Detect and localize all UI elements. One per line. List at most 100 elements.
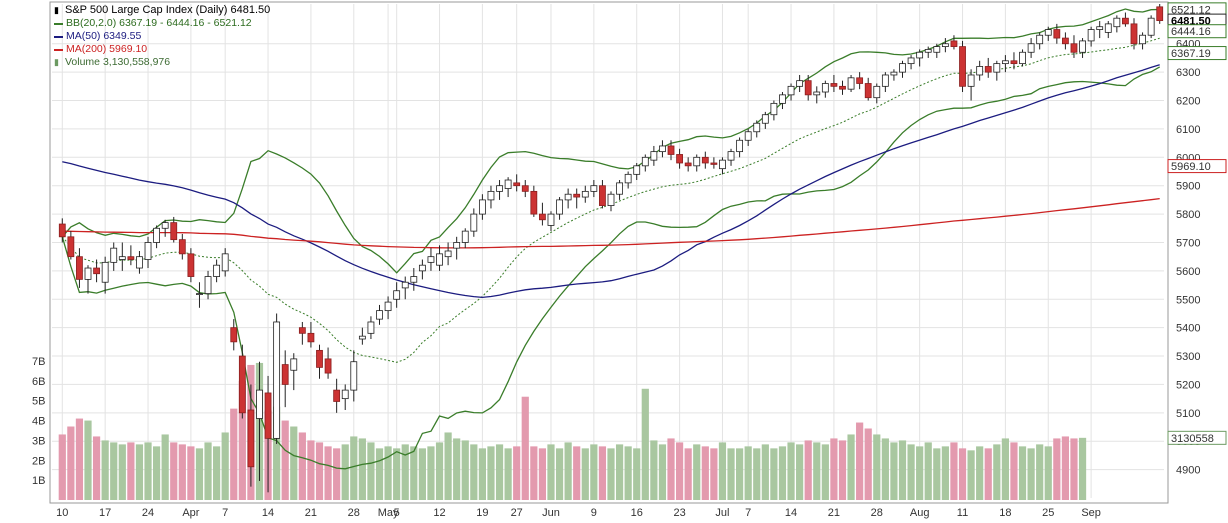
candle-body bbox=[461, 230, 469, 243]
candle bbox=[418, 259, 426, 280]
volume-bar bbox=[898, 440, 907, 500]
candle-body bbox=[290, 358, 298, 371]
volume-bar bbox=[470, 444, 478, 500]
candle-body bbox=[324, 358, 332, 374]
candle-body bbox=[1036, 34, 1044, 45]
candle-body bbox=[959, 46, 966, 87]
volume-bar bbox=[213, 446, 221, 500]
candle-body bbox=[907, 57, 915, 65]
candle bbox=[821, 80, 829, 98]
price-tick-label: 6200 bbox=[1176, 96, 1200, 108]
candle-body bbox=[376, 310, 383, 320]
candle bbox=[539, 202, 546, 226]
candle-body bbox=[564, 193, 572, 201]
candle-body bbox=[530, 190, 538, 215]
candle bbox=[461, 228, 469, 249]
volume-bar bbox=[427, 446, 435, 500]
candle-body bbox=[496, 185, 503, 192]
candle bbox=[453, 236, 461, 260]
volume-bar bbox=[564, 442, 572, 500]
volume-bar bbox=[393, 448, 401, 500]
candle-body bbox=[787, 85, 795, 96]
candle bbox=[839, 80, 846, 95]
candle-body bbox=[924, 49, 932, 53]
volume-bar bbox=[324, 446, 332, 500]
candle bbox=[1070, 35, 1078, 58]
volume-bar bbox=[367, 442, 375, 500]
legend-ma50-row: MA(50) 6349.55 bbox=[54, 30, 270, 43]
candle-body bbox=[204, 276, 212, 294]
candle-body bbox=[607, 193, 615, 206]
candle bbox=[290, 353, 298, 391]
volume-bar bbox=[290, 426, 298, 500]
candle-body bbox=[478, 199, 486, 215]
volume-bar bbox=[675, 442, 684, 500]
volume-axis: 1B 2B 3B 4B 5B 6B 7B bbox=[32, 356, 45, 487]
volume-tick-label: 3B bbox=[32, 435, 45, 447]
candle-body bbox=[196, 293, 203, 295]
candle-body bbox=[693, 156, 701, 167]
candle-body bbox=[1070, 43, 1078, 53]
candle bbox=[761, 111, 769, 129]
candle bbox=[770, 100, 778, 121]
candle-body bbox=[633, 165, 641, 175]
price-badge bbox=[1167, 159, 1227, 174]
candle bbox=[856, 72, 864, 90]
ma200-swatch bbox=[54, 48, 63, 51]
candle bbox=[281, 350, 289, 408]
candle bbox=[384, 296, 392, 320]
volume-bar bbox=[718, 442, 727, 500]
volume-bar bbox=[573, 446, 581, 500]
candle-body bbox=[153, 227, 160, 243]
candle-body bbox=[881, 74, 889, 87]
candle-body bbox=[221, 253, 229, 272]
candle bbox=[1087, 26, 1095, 47]
candle-body bbox=[307, 332, 315, 343]
candle-body bbox=[247, 409, 255, 468]
candle-icon: ▮ bbox=[54, 5, 59, 15]
volume-bar bbox=[195, 448, 204, 500]
volume-bar bbox=[1078, 437, 1087, 500]
candle bbox=[350, 350, 358, 402]
legend-ma200: MA(200) 5969.10 bbox=[66, 43, 148, 55]
candle bbox=[93, 259, 100, 283]
candle-body bbox=[187, 253, 195, 277]
price-tick-label: 5600 bbox=[1176, 266, 1200, 278]
candle bbox=[916, 49, 924, 67]
candle bbox=[487, 185, 495, 209]
volume-bar bbox=[967, 450, 975, 500]
volume-bar bbox=[813, 442, 821, 500]
date-tick-label: 5 bbox=[394, 507, 400, 519]
candle bbox=[616, 180, 623, 200]
candle-body bbox=[976, 66, 984, 76]
candle bbox=[701, 151, 709, 169]
volume-bar bbox=[161, 434, 169, 500]
candle-body bbox=[110, 247, 118, 263]
candle bbox=[1001, 55, 1009, 73]
date-tick-label: 21 bbox=[305, 507, 317, 519]
candle-body bbox=[230, 327, 238, 343]
candle bbox=[144, 236, 152, 269]
candle-body bbox=[864, 83, 872, 99]
price-tick-label: 5700 bbox=[1176, 237, 1200, 249]
candle bbox=[170, 216, 178, 243]
candle-body bbox=[178, 239, 186, 255]
candle-body bbox=[984, 66, 992, 73]
candle-body bbox=[256, 389, 263, 419]
volume-bar bbox=[736, 448, 744, 500]
candle-body bbox=[641, 156, 649, 167]
volume-bar bbox=[744, 446, 752, 500]
ma50-line bbox=[62, 64, 1160, 299]
candle bbox=[307, 321, 315, 348]
ma50-swatch bbox=[54, 35, 63, 38]
volume-icon: ▮ bbox=[54, 57, 59, 67]
volume-bar bbox=[170, 442, 178, 500]
candle bbox=[161, 219, 169, 237]
candle-body bbox=[1001, 60, 1009, 65]
candle-body bbox=[333, 389, 341, 402]
candle bbox=[873, 83, 881, 104]
candle-body bbox=[727, 151, 735, 161]
candle bbox=[641, 154, 649, 172]
moving-averages bbox=[62, 64, 1160, 299]
volume-bar bbox=[487, 446, 495, 500]
